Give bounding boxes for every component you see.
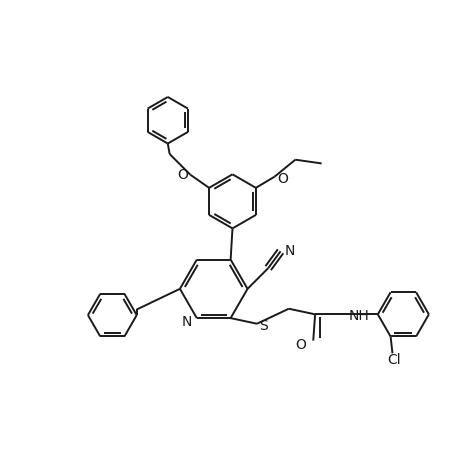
Text: O: O — [296, 337, 306, 351]
Text: N: N — [284, 243, 295, 257]
Text: NH: NH — [349, 308, 370, 322]
Text: N: N — [182, 315, 193, 329]
Text: S: S — [259, 318, 267, 332]
Text: Cl: Cl — [387, 352, 401, 366]
Text: O: O — [278, 172, 289, 186]
Text: O: O — [178, 168, 188, 182]
